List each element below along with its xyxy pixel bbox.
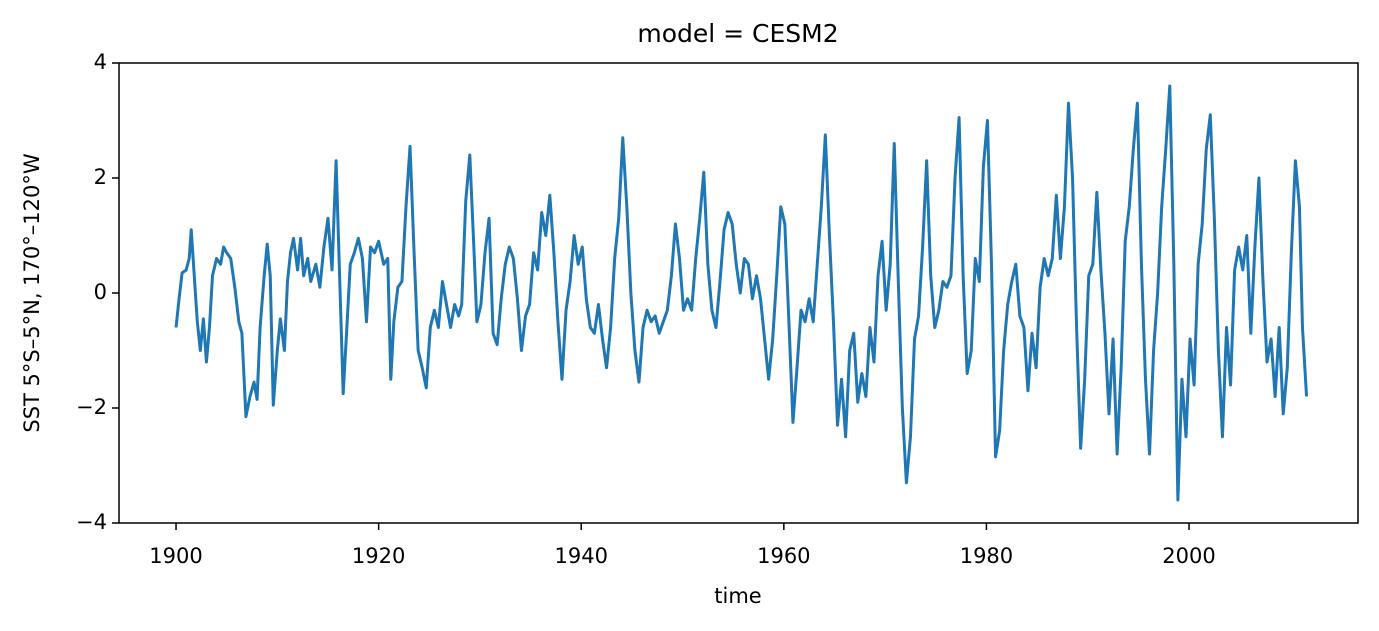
x-tick-label: 1960 [757, 544, 810, 568]
x-tick-label: 1920 [352, 544, 405, 568]
y-tick-label: −2 [76, 395, 107, 419]
y-tick-label: 4 [94, 50, 107, 74]
x-tick-label: 1980 [960, 544, 1013, 568]
x-tick-label: 1940 [555, 544, 608, 568]
chart-title: model = CESM2 [637, 19, 838, 48]
y-tick-label: −4 [76, 510, 107, 534]
y-tick-label: 2 [94, 165, 107, 189]
x-axis-label: time [714, 584, 761, 608]
y-axis-label: SST 5°S–5°N, 170°–120°W [20, 153, 44, 432]
x-tick-label: 1900 [149, 544, 202, 568]
x-tick-label: 2000 [1162, 544, 1215, 568]
data-line [174, 84, 1309, 502]
y-tick-label: 0 [94, 280, 107, 304]
